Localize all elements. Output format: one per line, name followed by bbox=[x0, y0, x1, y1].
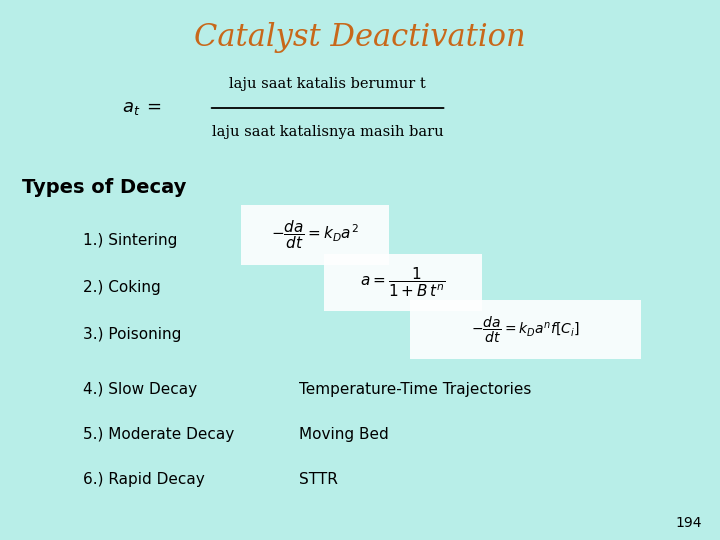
Text: Moving Bed: Moving Bed bbox=[299, 427, 389, 442]
Text: 2.) Coking: 2.) Coking bbox=[83, 280, 161, 295]
FancyBboxPatch shape bbox=[241, 205, 389, 265]
Text: 194: 194 bbox=[675, 516, 702, 530]
FancyBboxPatch shape bbox=[324, 254, 482, 310]
Text: Temperature-Time Trajectories: Temperature-Time Trajectories bbox=[299, 382, 531, 397]
Text: Types of Decay: Types of Decay bbox=[22, 178, 186, 197]
Text: $a_t\; =$: $a_t\; =$ bbox=[122, 99, 162, 117]
Text: $a = \dfrac{1}{1 + B\, t^n}$: $a = \dfrac{1}{1 + B\, t^n}$ bbox=[360, 266, 446, 299]
Text: $-\dfrac{da}{dt} = k_D a^n f\left[C_i\right]$: $-\dfrac{da}{dt} = k_D a^n f\left[C_i\ri… bbox=[471, 314, 580, 345]
Text: laju saat katalis berumur t: laju saat katalis berumur t bbox=[229, 77, 426, 91]
Text: 4.) Slow Decay: 4.) Slow Decay bbox=[83, 382, 197, 397]
Text: laju saat katalisnya masih baru: laju saat katalisnya masih baru bbox=[212, 125, 444, 139]
Text: $-\dfrac{da}{dt} = k_D a^2$: $-\dfrac{da}{dt} = k_D a^2$ bbox=[271, 219, 359, 251]
Text: STTR: STTR bbox=[299, 472, 338, 487]
Text: 3.) Poisoning: 3.) Poisoning bbox=[83, 327, 181, 342]
Text: Catalyst Deactivation: Catalyst Deactivation bbox=[194, 22, 526, 52]
FancyBboxPatch shape bbox=[410, 300, 641, 359]
Text: 1.) Sintering: 1.) Sintering bbox=[83, 233, 177, 248]
Text: 5.) Moderate Decay: 5.) Moderate Decay bbox=[83, 427, 234, 442]
Text: 6.) Rapid Decay: 6.) Rapid Decay bbox=[83, 472, 204, 487]
